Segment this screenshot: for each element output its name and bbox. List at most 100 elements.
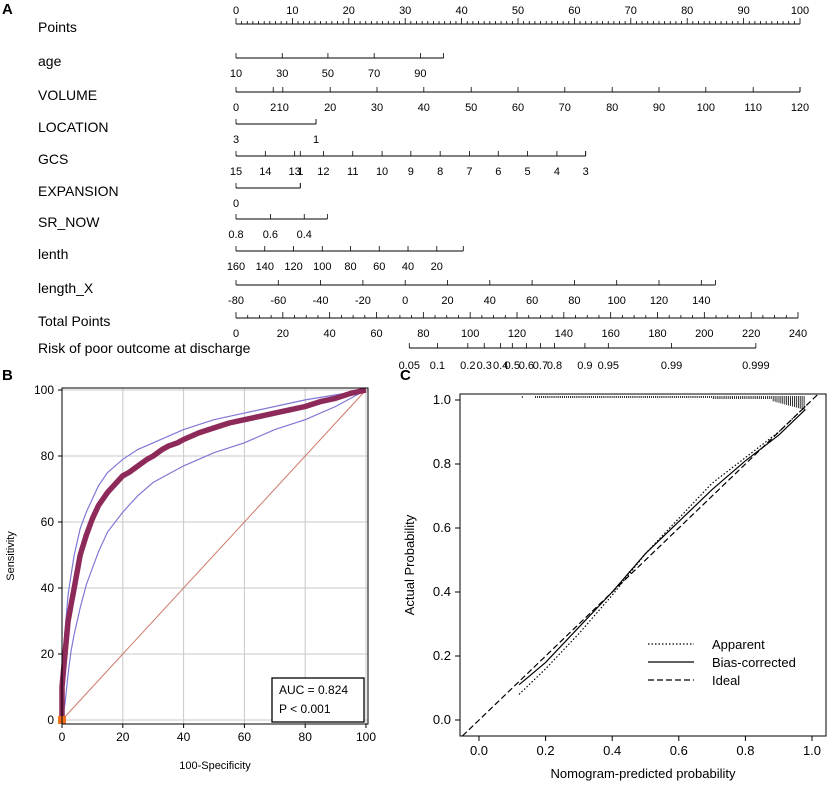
gcs-tick-label: 7 [466, 166, 472, 178]
panel-c-label: C [400, 367, 411, 384]
lenth-tick-label: 100 [313, 261, 331, 273]
row-label-lenth: lenth [38, 246, 68, 262]
roc-plot-frame [61, 387, 369, 725]
total-points-tick-label: 20 [277, 328, 289, 340]
calibration-x-tick-label: 0.6 [670, 743, 688, 758]
age-tick-label: 90 [414, 68, 426, 80]
length-x-tick-label: 80 [568, 295, 580, 307]
points-tick-label: 70 [625, 5, 637, 17]
length-x-tick-label: -20 [355, 295, 371, 307]
roc-y-tick-label: 0 [47, 713, 54, 727]
length-x-tick-label: 40 [484, 295, 496, 307]
length-x-tick-label: -80 [228, 295, 244, 307]
length-x-tick-label: 120 [650, 295, 668, 307]
points-tick-label: 100 [791, 5, 809, 17]
sr-now-tick-label: 0.8 [228, 229, 243, 241]
legend-label-bias-corrected: Bias-corrected [712, 655, 796, 670]
roc-ticks: 0 20 40 60 80 100 0 20 40 60 80 100 [34, 383, 376, 744]
row-label-volume: VOLUME [38, 87, 97, 103]
row-label-points: Points [38, 19, 77, 35]
risk-tick-label: 0.05 [399, 360, 420, 372]
volume-tick-label: 90 [653, 102, 665, 114]
location-tick-label: 1 [313, 134, 319, 146]
gcs-tick-label: 5 [525, 166, 531, 178]
roc-y-tick-label: 80 [41, 449, 55, 463]
lenth-tick-label: 80 [344, 261, 356, 273]
sr-now-tick-label: 0.6 [263, 229, 278, 241]
calibration-y-tick-label: 0.2 [433, 648, 451, 663]
risk-tick-label: 0.999 [742, 360, 770, 372]
volume-tick-label: 120 [791, 102, 809, 114]
row-label-location: LOCATION [38, 119, 109, 135]
panel-c-calibration: C 0.0 0.2 0.4 0.6 0.8 1.0 0.0 0.2 0.4 0.6 0.8 1.0 N… [400, 367, 827, 781]
length-x-tick-label: 20 [441, 295, 453, 307]
calibration-x-tick-label: 0.8 [736, 743, 754, 758]
calibration-ticks: 0.0 0.2 0.4 0.6 0.8 1.0 0.0 0.2 0.4 0.6 0.8 1.0 [433, 392, 821, 758]
roc-y-tick-label: 60 [41, 515, 55, 529]
total-points-tick-label: 80 [417, 328, 429, 340]
roc-series-ci-lower [61, 389, 367, 721]
risk-tick-label: 0.3 [477, 360, 492, 372]
roc-x-tick-label: 80 [299, 730, 313, 744]
volume-tick-label: 10 [277, 102, 289, 114]
calibration-series [461, 393, 820, 737]
roc-series-ci-upper [61, 389, 367, 674]
length-x-tick-label: 140 [692, 295, 710, 307]
total-points-tick-label: 200 [695, 328, 713, 340]
lenth-tick-label: 60 [373, 261, 385, 273]
calibration-y-tick-label: 0.6 [433, 520, 451, 535]
gcs-tick-label: 4 [554, 166, 560, 178]
row-label-age: age [38, 53, 62, 69]
volume-tick-label: 0 [233, 102, 239, 114]
panel-b-roc: B 0 20 40 60 80 100 0 20 40 60 80 100 100-Specifici… [2, 367, 376, 772]
gcs-tick-label: 11 [347, 166, 358, 178]
points-tick-label: 10 [286, 5, 298, 17]
calibration-legend: Apparent Bias-corrected Ideal [648, 637, 796, 688]
gcs-tick-label: 12 [317, 166, 329, 178]
gcs-tick-label: 13 [289, 166, 301, 178]
gcs-tick-label: 8 [437, 166, 443, 178]
volume-tick-label: 110 [744, 102, 762, 114]
points-tick-label: 80 [681, 5, 693, 17]
risk-tick-label: 0.8 [547, 360, 562, 372]
panel-b-label: B [2, 367, 13, 384]
risk-tick-label: 0.6 [519, 360, 534, 372]
age-tick-label: 10 [230, 68, 242, 80]
points-tick-label: 0 [233, 5, 239, 17]
length-x-tick-label: 0 [402, 295, 408, 307]
roc-grid [61, 388, 368, 724]
gcs-tick-label: 9 [408, 166, 414, 178]
roc-x-tick-label: 20 [116, 730, 130, 744]
total-points-tick-label: 60 [370, 328, 382, 340]
total-points-tick-label: 0 [233, 328, 239, 340]
gcs-tick-label: 1 [297, 166, 303, 178]
length-x-tick-label: -60 [270, 295, 286, 307]
calibration-x-tick-label: 0.2 [537, 743, 555, 758]
calibration-rug [521, 396, 805, 410]
risk-tick-label: 0.9 [577, 360, 592, 372]
risk-tick-label: 0.2 [460, 360, 475, 372]
lenth-tick-label: 40 [402, 261, 414, 273]
total-points-tick-label: 240 [789, 328, 807, 340]
volume-tick-label: 80 [606, 102, 618, 114]
calibration-y-tick-label: 0.8 [433, 456, 451, 471]
points-tick-label: 60 [568, 5, 580, 17]
roc-x-tick-label: 60 [238, 730, 252, 744]
age-tick-label: 70 [368, 68, 380, 80]
gcs-tick-label: 6 [495, 166, 501, 178]
legend-label-apparent: Apparent [712, 637, 765, 652]
points-tick-label: 30 [399, 5, 411, 17]
length-x-tick-label: 100 [608, 295, 626, 307]
gcs-tick-label: 10 [376, 166, 388, 178]
calibration-y-tick-label: 1.0 [433, 392, 451, 407]
lenth-tick-label: 120 [284, 261, 302, 273]
volume-tick-label: 40 [418, 102, 430, 114]
volume-tick-label: 70 [559, 102, 571, 114]
age-tick-label: 50 [322, 68, 334, 80]
lenth-tick-label: 20 [431, 261, 443, 273]
roc-x-tick-label: 40 [177, 730, 191, 744]
total-points-tick-label: 220 [742, 328, 760, 340]
calibration-x-tick-label: 0.4 [603, 743, 621, 758]
